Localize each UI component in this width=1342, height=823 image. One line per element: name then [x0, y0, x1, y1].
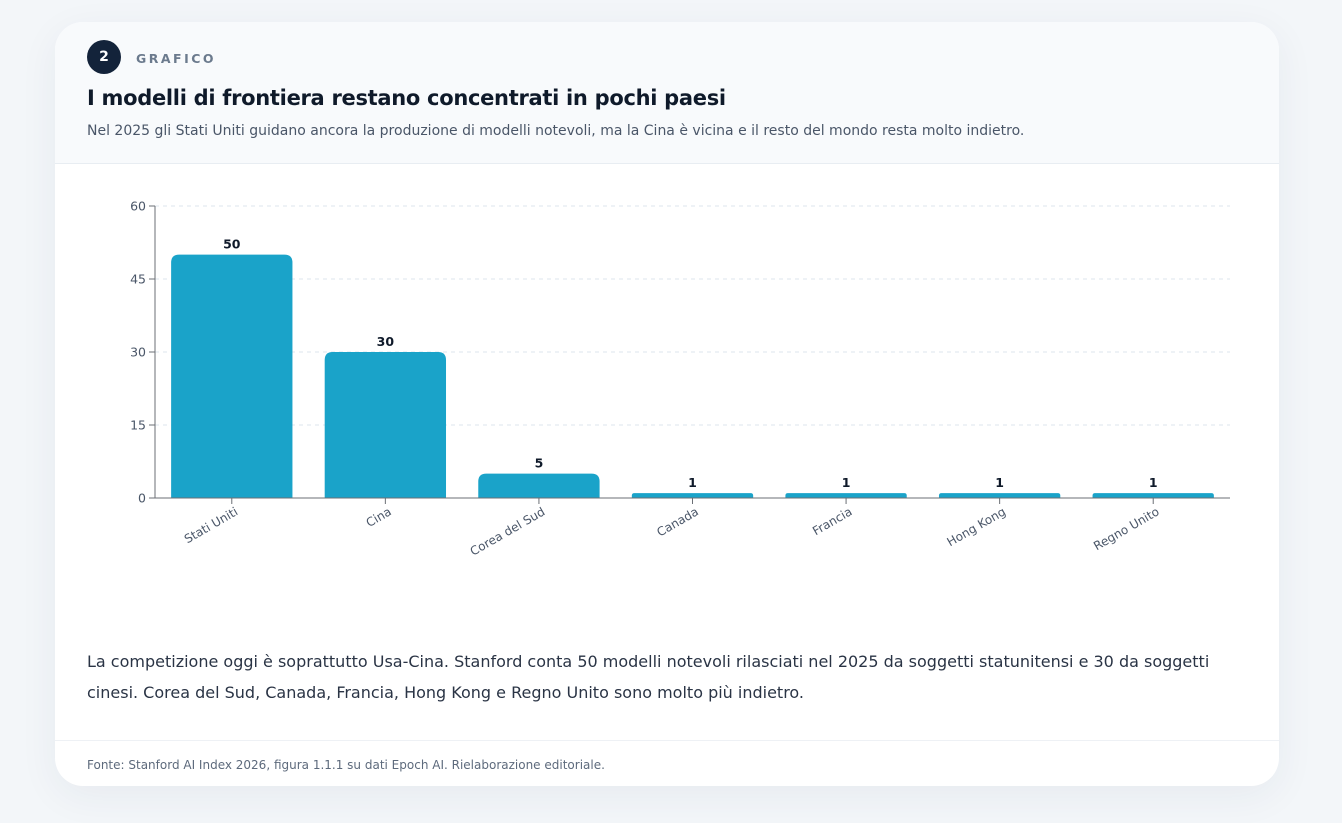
bar-value-label: 1 [995, 475, 1004, 490]
bar-value-label: 1 [688, 475, 697, 490]
section-number-badge: 2 [87, 40, 121, 74]
bar [1092, 493, 1214, 498]
x-tick-label: Cina [364, 504, 394, 529]
bar-value-label: 1 [842, 475, 851, 490]
bar-value-label: 50 [223, 237, 241, 252]
bar [478, 473, 600, 498]
bar [631, 493, 754, 498]
card-footer: Fonte: Stanford AI Index 2026, figura 1.… [55, 740, 1279, 786]
bar [785, 493, 907, 498]
source-note: Fonte: Stanford AI Index 2026, figura 1.… [87, 758, 605, 772]
x-tick-label: Canada [654, 504, 701, 539]
card-header: 2 GRAFICO I modelli di frontiera restano… [55, 22, 1279, 164]
x-tick-label: Stati Uniti [182, 504, 240, 546]
y-tick-label: 30 [130, 345, 146, 360]
chart-description: La competizione oggi è soprattutto Usa-C… [87, 652, 1210, 702]
bar [324, 352, 447, 498]
badge-number: 2 [99, 49, 109, 65]
kicker-label: GRAFICO [136, 51, 217, 66]
grid-layer [155, 205, 1230, 426]
chart-card: 2 GRAFICO I modelli di frontiera restano… [55, 22, 1279, 786]
chart-area: 0 15 30 45 60 50 Stati Uniti 30 Cina 5 Corea del … [55, 164, 1279, 614]
y-tick-label: 15 [130, 418, 146, 433]
bar-value-label: 5 [535, 456, 544, 471]
x-tick-label: Regno Unito [1091, 504, 1162, 553]
x-tick-label: Francia [810, 504, 854, 538]
bar-value-label: 1 [1149, 475, 1158, 490]
bar [938, 493, 1061, 498]
bar-chart: 0 15 30 45 60 50 Stati Uniti 30 Cina 5 Corea del … [130, 199, 1230, 559]
chart-subtitle: Nel 2025 gli Stati Uniti guidano ancora … [87, 123, 1025, 139]
chart-title: I modelli di frontiera restano concentra… [87, 86, 726, 110]
bar-layer [171, 254, 1214, 498]
y-tick-label: 60 [130, 199, 146, 214]
y-tick-label: 45 [130, 272, 146, 287]
bar-value-label: 30 [377, 334, 395, 349]
x-tick-label: Corea del Sud [468, 504, 548, 558]
y-tick-label: 0 [138, 491, 146, 506]
bar [171, 254, 293, 498]
x-tick-label: Hong Kong [945, 504, 1009, 549]
